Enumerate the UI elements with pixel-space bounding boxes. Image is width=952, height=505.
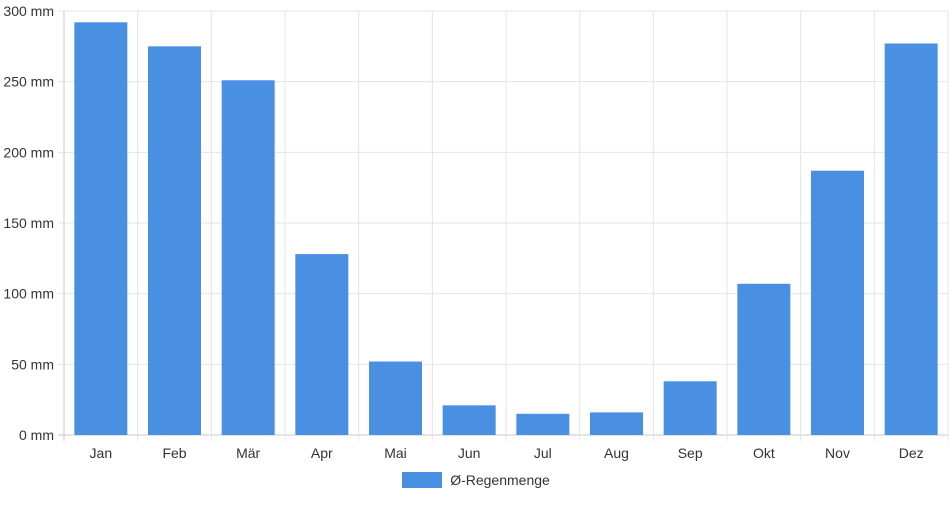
bar-okt[interactable] xyxy=(737,283,791,435)
y-tick-label: 0 mm xyxy=(19,427,54,443)
bar-nov[interactable] xyxy=(811,170,864,435)
bar-aug[interactable] xyxy=(590,412,643,435)
bar-apr[interactable] xyxy=(295,254,349,435)
x-tick-label: Aug xyxy=(604,445,629,461)
x-tick-label: Jan xyxy=(90,445,113,461)
legend-label: Ø-Regenmenge xyxy=(450,472,550,488)
y-tick-label: 300 mm xyxy=(3,3,54,19)
y-tick-label: 150 mm xyxy=(3,215,54,231)
bar-dez[interactable] xyxy=(884,43,938,436)
bar-jan[interactable] xyxy=(74,22,128,435)
bar-mai[interactable] xyxy=(369,361,422,435)
x-tick-label: Okt xyxy=(753,445,775,461)
legend-swatch xyxy=(402,472,443,488)
y-tick-label: 200 mm xyxy=(3,144,54,160)
bar-feb[interactable] xyxy=(148,46,201,435)
bar-jul[interactable] xyxy=(516,413,570,435)
bar-jun[interactable] xyxy=(442,405,496,435)
bar-mär[interactable] xyxy=(221,80,275,436)
y-tick-label: 50 mm xyxy=(11,356,54,372)
x-tick-label: Jul xyxy=(534,445,552,461)
labels-layer: 0 mm 50 mm 100 mm 150 mm 200 mm 250 mm 300 mm J… xyxy=(3,3,923,461)
y-tick-label: 100 mm xyxy=(3,286,54,302)
x-tick-label: Apr xyxy=(311,445,333,461)
x-tick-label: Jun xyxy=(458,445,481,461)
grid-layer xyxy=(58,10,949,441)
bar-sep[interactable] xyxy=(663,381,717,435)
y-tick-label: 250 mm xyxy=(3,74,54,90)
x-tick-label: Mai xyxy=(384,445,407,461)
x-tick-label: Feb xyxy=(162,445,186,461)
x-tick-label: Sep xyxy=(678,445,703,461)
x-tick-label: Dez xyxy=(899,445,924,461)
legend[interactable]: Ø-Regenmenge xyxy=(0,472,952,488)
x-tick-label: Nov xyxy=(825,445,850,461)
bars-layer xyxy=(74,22,938,436)
x-tick-label: Mär xyxy=(236,445,260,461)
